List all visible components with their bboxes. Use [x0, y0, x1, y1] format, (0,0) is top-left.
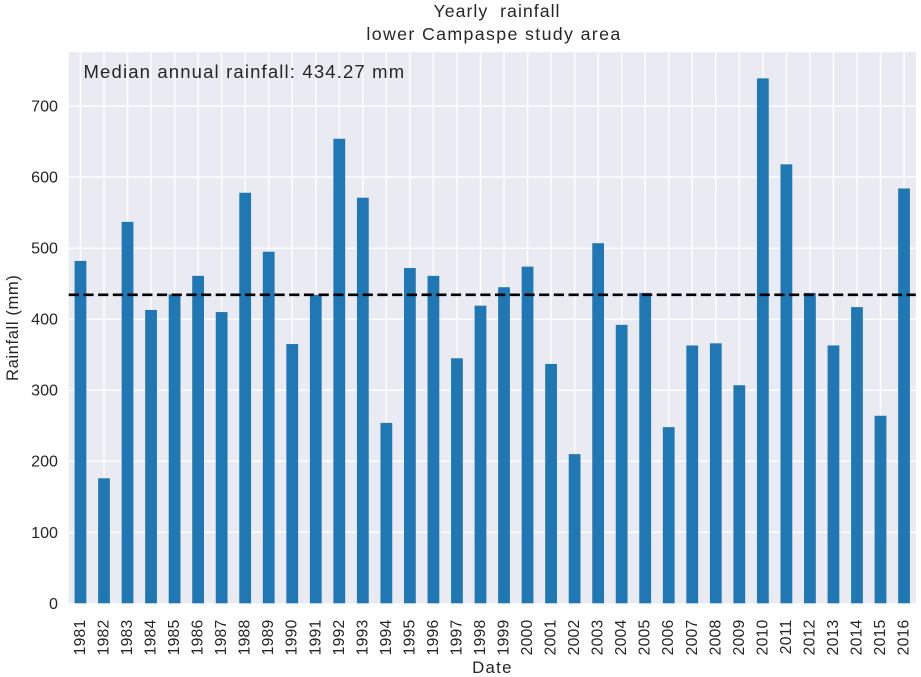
svg-text:1991: 1991: [307, 620, 324, 656]
svg-text:2007: 2007: [684, 620, 701, 656]
svg-text:2010: 2010: [754, 619, 771, 655]
svg-text:1981: 1981: [72, 620, 89, 656]
svg-text:700: 700: [31, 98, 58, 116]
svg-text:2008: 2008: [707, 619, 724, 655]
svg-text:2001: 2001: [543, 620, 560, 656]
svg-text:1996: 1996: [425, 619, 442, 655]
svg-text:1985: 1985: [166, 619, 183, 655]
svg-text:2004: 2004: [613, 619, 630, 655]
svg-text:600: 600: [31, 169, 58, 187]
svg-text:1988: 1988: [237, 619, 254, 655]
svg-text:2006: 2006: [660, 619, 677, 655]
svg-text:1993: 1993: [354, 619, 371, 655]
svg-text:2005: 2005: [637, 619, 654, 655]
svg-text:2014: 2014: [848, 619, 865, 655]
svg-text:1982: 1982: [96, 620, 113, 656]
svg-text:1998: 1998: [472, 619, 489, 655]
svg-text:2003: 2003: [590, 619, 607, 655]
svg-text:Yearly rainfall: Yearly rainfall: [433, 1, 560, 21]
svg-text:1986: 1986: [190, 619, 207, 655]
svg-text:2009: 2009: [731, 620, 748, 656]
svg-text:1983: 1983: [119, 619, 136, 655]
svg-text:lower Campaspe study area: lower Campaspe study area: [366, 24, 621, 44]
svg-text:2013: 2013: [825, 619, 842, 655]
svg-text:2016: 2016: [896, 619, 913, 655]
svg-text:100: 100: [31, 524, 58, 542]
svg-text:1987: 1987: [213, 620, 230, 656]
svg-text:2000: 2000: [519, 619, 536, 655]
svg-text:1999: 1999: [496, 620, 513, 656]
svg-text:1994: 1994: [378, 619, 395, 655]
svg-text:500: 500: [31, 240, 58, 258]
svg-text:1997: 1997: [448, 620, 465, 656]
svg-text:1990: 1990: [284, 619, 301, 655]
svg-text:200: 200: [31, 453, 58, 471]
svg-text:2002: 2002: [566, 620, 583, 656]
svg-text:1984: 1984: [143, 619, 160, 655]
svg-text:1995: 1995: [401, 619, 418, 655]
svg-text:2015: 2015: [872, 619, 889, 655]
svg-text:400: 400: [31, 311, 58, 329]
svg-text:300: 300: [31, 382, 58, 400]
svg-text:Median annual rainfall: 434.27: Median annual rainfall: 434.27 mm: [84, 61, 406, 82]
svg-text:Rainfall (mm): Rainfall (mm): [3, 275, 22, 381]
svg-text:0: 0: [49, 595, 58, 613]
svg-text:2011: 2011: [778, 620, 795, 655]
svg-text:1992: 1992: [331, 620, 348, 656]
svg-text:1989: 1989: [260, 620, 277, 656]
svg-text:Date: Date: [472, 658, 513, 677]
svg-text:2012: 2012: [801, 620, 818, 656]
